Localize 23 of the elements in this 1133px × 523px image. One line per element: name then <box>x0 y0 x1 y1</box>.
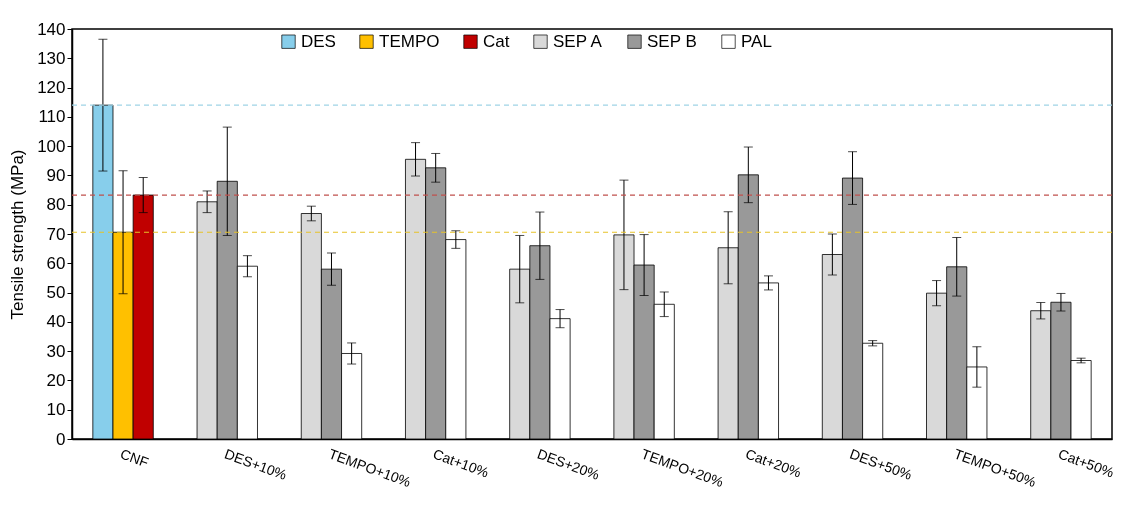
legend-label: SEP B <box>647 31 697 51</box>
legend-label: PAL <box>741 31 772 51</box>
y-tick-label: 10 <box>46 400 66 420</box>
y-tick-label: 120 <box>37 78 66 98</box>
y-tick-label: 50 <box>46 283 66 303</box>
y-tick-label: 140 <box>37 19 66 39</box>
y-axis-title: Tensile strength (MPa) <box>8 149 28 320</box>
y-tick-label: 130 <box>37 48 66 68</box>
y-tick-label: 0 <box>56 429 66 449</box>
y-tick-label: 40 <box>46 312 66 332</box>
y-tick-label: 80 <box>46 195 66 215</box>
legend-label: SEP A <box>553 31 603 51</box>
y-tick-label: 30 <box>46 341 66 361</box>
x-tick-label: CNF <box>118 445 151 471</box>
legend-label: DES <box>301 31 336 51</box>
legend-label: TEMPO <box>379 31 440 51</box>
y-tick-label: 60 <box>46 253 66 273</box>
y-tick-label: 70 <box>46 224 66 244</box>
y-tick-label: 90 <box>46 165 66 185</box>
y-tick-label: 20 <box>46 370 66 390</box>
y-tick-label: 110 <box>38 107 66 127</box>
y-tick-label: 100 <box>37 136 66 156</box>
legend-label: Cat <box>483 31 510 51</box>
